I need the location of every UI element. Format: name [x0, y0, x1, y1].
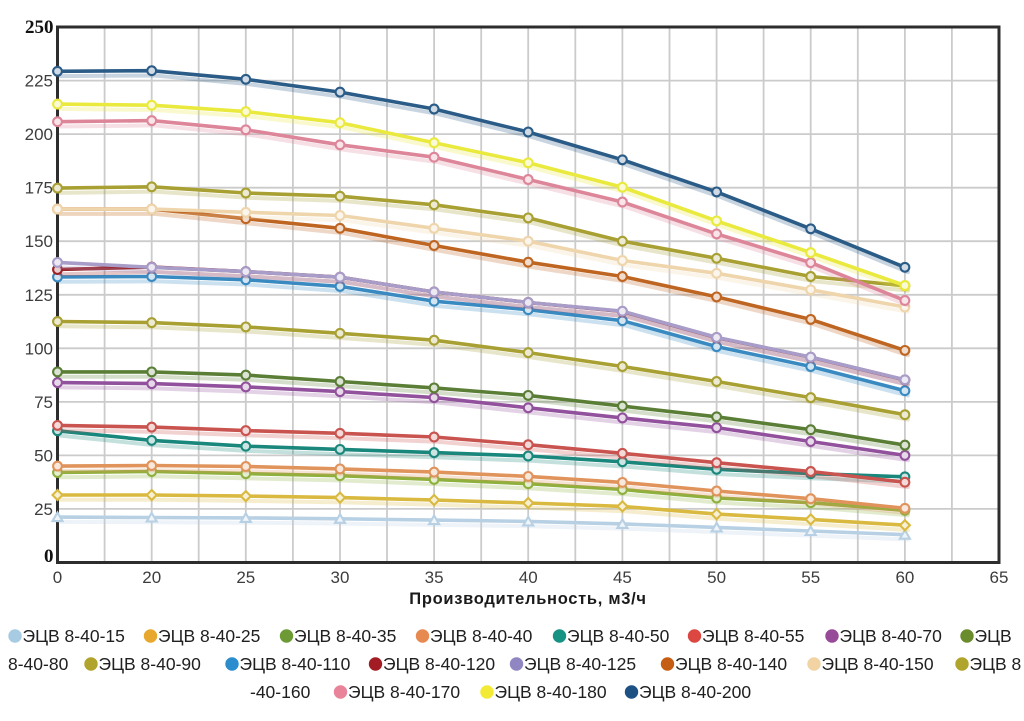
- svg-text:Производительность, м3/ч: Производительность, м3/ч: [409, 590, 646, 608]
- svg-text:40: 40: [519, 568, 538, 587]
- svg-text:250: 250: [25, 17, 54, 38]
- svg-text:ЭЦВ 8-40-25: ЭЦВ 8-40-25: [158, 626, 260, 646]
- svg-text:ЭЦВ 8-40-40: ЭЦВ 8-40-40: [430, 626, 533, 646]
- svg-text:30: 30: [331, 568, 350, 587]
- svg-text:ЭЦВ 8-40-35: ЭЦВ 8-40-35: [294, 626, 396, 646]
- svg-text:55: 55: [801, 568, 820, 587]
- svg-text:175: 175: [25, 179, 53, 198]
- svg-text:200: 200: [25, 125, 53, 144]
- svg-text:-40-160: -40-160: [250, 682, 311, 702]
- svg-text:ЭЦВ 8-40-140: ЭЦВ 8-40-140: [675, 654, 787, 674]
- svg-text:45: 45: [613, 568, 632, 587]
- svg-text:225: 225: [25, 72, 53, 91]
- svg-text:0: 0: [44, 546, 54, 567]
- svg-text:150: 150: [25, 232, 53, 251]
- svg-text:25: 25: [34, 500, 53, 519]
- svg-text:50: 50: [707, 568, 726, 587]
- svg-text:ЭЦВ: ЭЦВ: [975, 626, 1012, 646]
- svg-text:50: 50: [34, 446, 53, 465]
- svg-text:ЭЦВ 8: ЭЦВ 8: [970, 654, 1022, 674]
- svg-text:25: 25: [236, 568, 255, 587]
- svg-text:ЭЦВ 8-40-180: ЭЦВ 8-40-180: [495, 682, 607, 702]
- svg-text:0: 0: [53, 568, 62, 587]
- svg-text:100: 100: [25, 339, 53, 358]
- svg-text:125: 125: [25, 286, 53, 305]
- svg-text:65: 65: [990, 568, 1009, 587]
- svg-text:ЭЦВ 8-40-90: ЭЦВ 8-40-90: [99, 654, 202, 674]
- svg-text:ЭЦВ 8-40-150: ЭЦВ 8-40-150: [822, 654, 934, 674]
- svg-text:ЭЦВ 8-40-120: ЭЦВ 8-40-120: [383, 654, 495, 674]
- svg-text:20: 20: [142, 568, 161, 587]
- svg-text:ЭЦВ 8-40-15: ЭЦВ 8-40-15: [23, 626, 125, 646]
- svg-text:ЭЦВ 8-40-55: ЭЦВ 8-40-55: [702, 626, 804, 646]
- svg-text:35: 35: [425, 568, 444, 587]
- svg-text:ЭЦВ 8-40-70: ЭЦВ 8-40-70: [840, 626, 943, 646]
- svg-text:75: 75: [34, 393, 53, 412]
- svg-text:ЭЦВ 8-40-200: ЭЦВ 8-40-200: [639, 682, 751, 702]
- svg-text:ЭЦВ 8-40-170: ЭЦВ 8-40-170: [348, 682, 460, 702]
- svg-text:ЭЦВ 8-40-110: ЭЦВ 8-40-110: [240, 654, 351, 674]
- svg-text:8-40-80: 8-40-80: [8, 654, 69, 674]
- svg-text:ЭЦВ 8-40-50: ЭЦВ 8-40-50: [567, 626, 670, 646]
- svg-text:60: 60: [895, 568, 914, 587]
- svg-text:ЭЦВ 8-40-125: ЭЦВ 8-40-125: [524, 654, 636, 674]
